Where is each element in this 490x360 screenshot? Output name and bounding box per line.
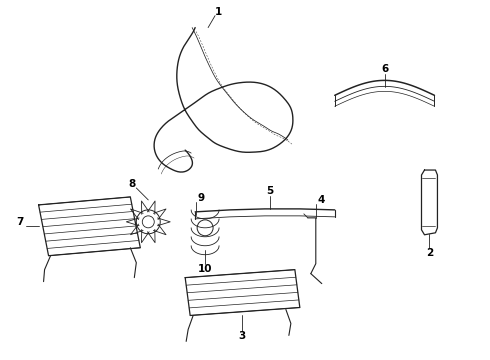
Text: 7: 7	[16, 217, 24, 227]
Text: 10: 10	[198, 264, 212, 274]
Text: 4: 4	[317, 195, 324, 205]
Text: 1: 1	[215, 6, 221, 17]
Text: 5: 5	[266, 186, 273, 196]
Text: 3: 3	[238, 332, 245, 341]
Text: 6: 6	[381, 64, 388, 75]
Text: 2: 2	[426, 248, 433, 258]
Text: 8: 8	[129, 179, 136, 189]
Text: 9: 9	[197, 193, 205, 203]
